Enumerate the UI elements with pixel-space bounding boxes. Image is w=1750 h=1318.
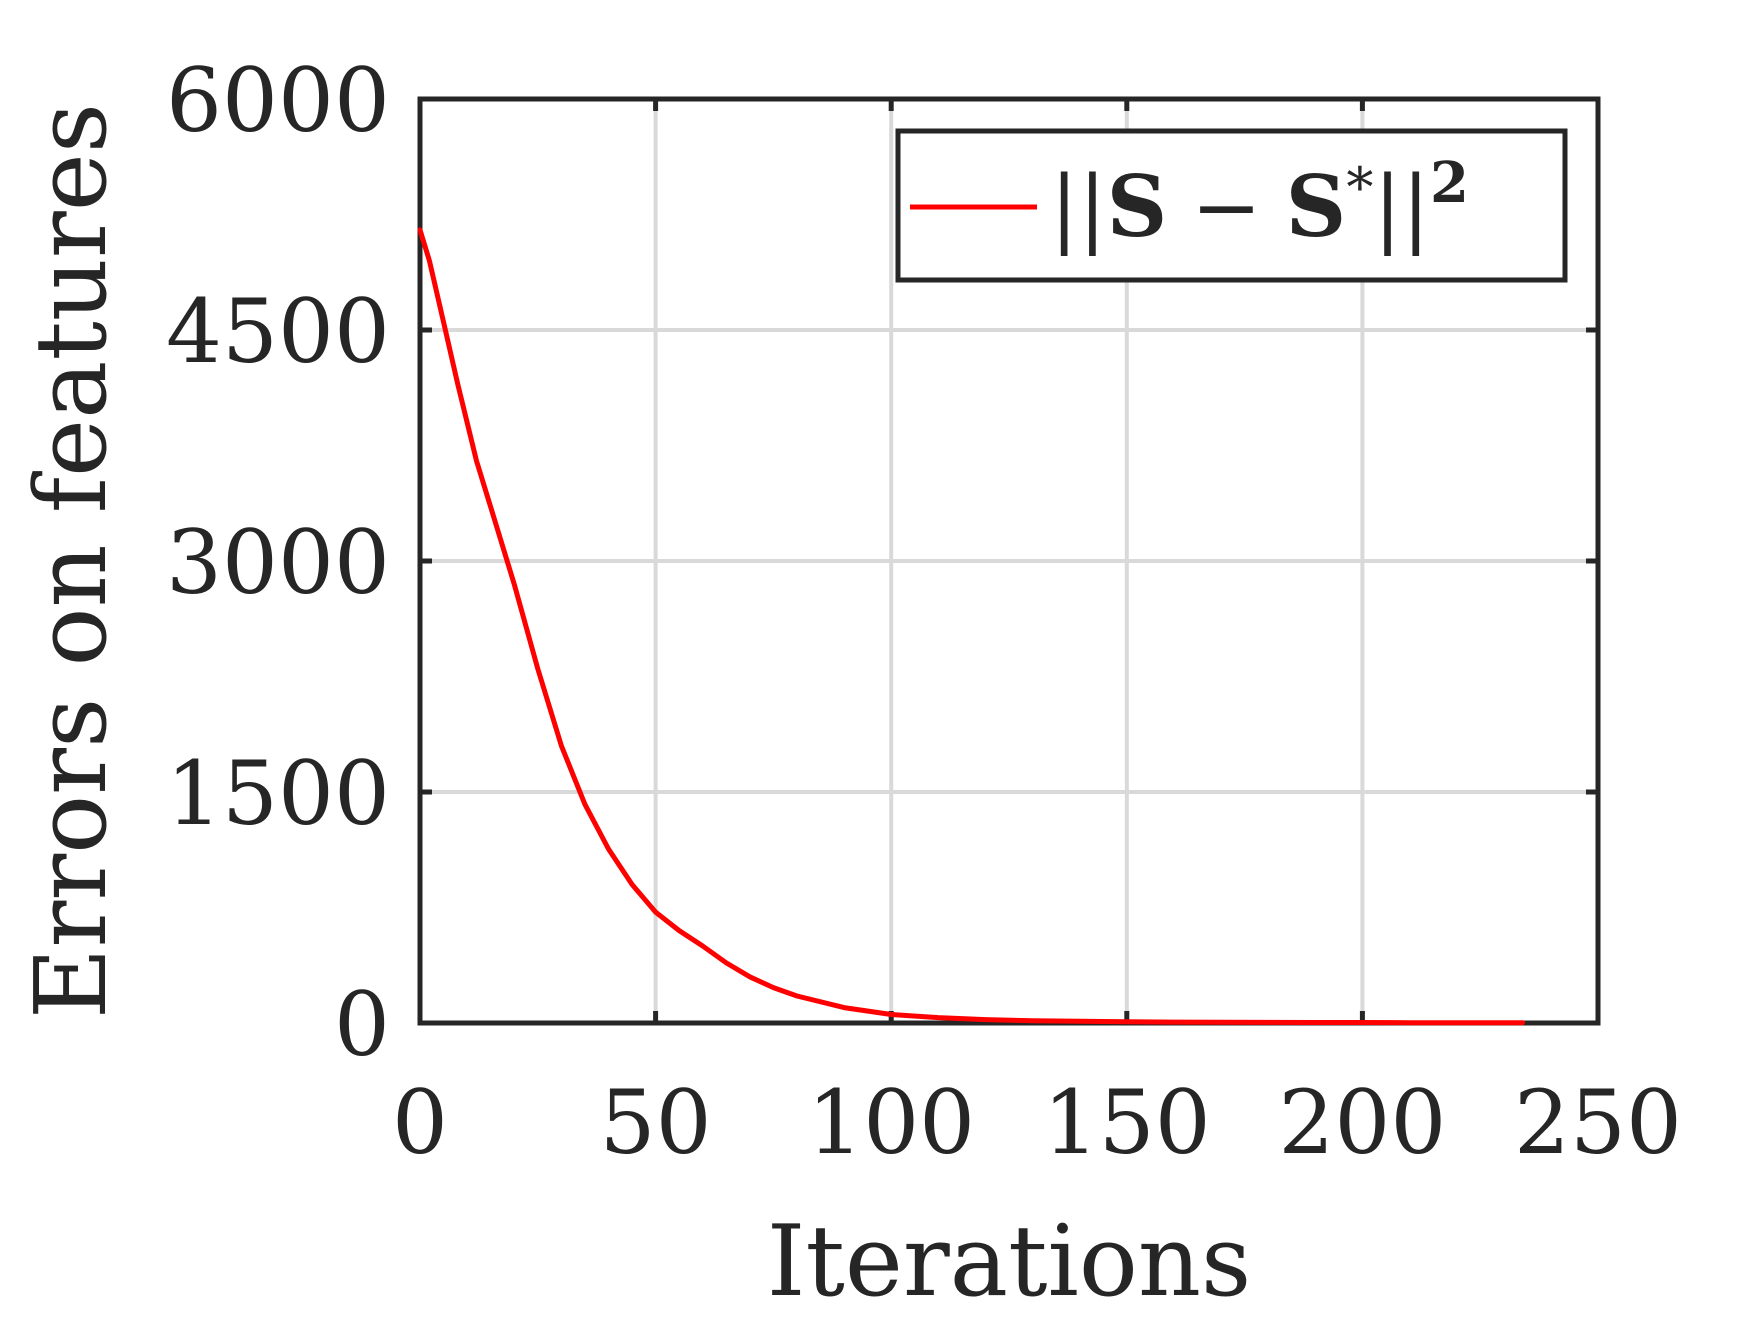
legend-symbol-s: S bbox=[1107, 157, 1168, 256]
legend-star: * bbox=[1346, 156, 1373, 219]
y-tick-label: 0 bbox=[334, 973, 390, 1076]
x-axis-label: Iterations bbox=[767, 1205, 1252, 1313]
x-tick-label: 150 bbox=[1043, 1071, 1211, 1174]
y-tick-label: 6000 bbox=[166, 49, 390, 152]
y-tick-label: 3000 bbox=[166, 511, 390, 614]
y-tick-label: 4500 bbox=[166, 280, 390, 383]
legend-norm-close: || bbox=[1373, 158, 1430, 256]
plot-area-frame bbox=[417, 96, 1601, 1026]
legend: ||S − S*||2 bbox=[895, 128, 1568, 283]
y-tick-label: 1500 bbox=[166, 742, 390, 845]
x-tick-labels: 0 50 100 150 200 250 bbox=[392, 1071, 1682, 1174]
y-tick-labels: 0 1500 3000 4500 6000 bbox=[166, 49, 390, 1076]
legend-entry-label: ||S − S*||2 bbox=[1050, 150, 1469, 256]
x-tick-label: 200 bbox=[1278, 1071, 1446, 1174]
series-line bbox=[417, 227, 1526, 1026]
x-tick-label: 250 bbox=[1514, 1071, 1682, 1174]
series-lines bbox=[417, 227, 1526, 1026]
legend-power: 2 bbox=[1430, 150, 1469, 216]
legend-minus: − bbox=[1191, 158, 1261, 256]
x-tick-label: 0 bbox=[392, 1071, 448, 1174]
legend-symbol-s-star: S bbox=[1286, 157, 1347, 256]
y-axis-label: Errors on features bbox=[15, 103, 129, 1019]
x-tick-label: 100 bbox=[807, 1071, 975, 1174]
legend-norm-open: || bbox=[1050, 158, 1107, 256]
x-tick-label: 50 bbox=[600, 1071, 712, 1174]
